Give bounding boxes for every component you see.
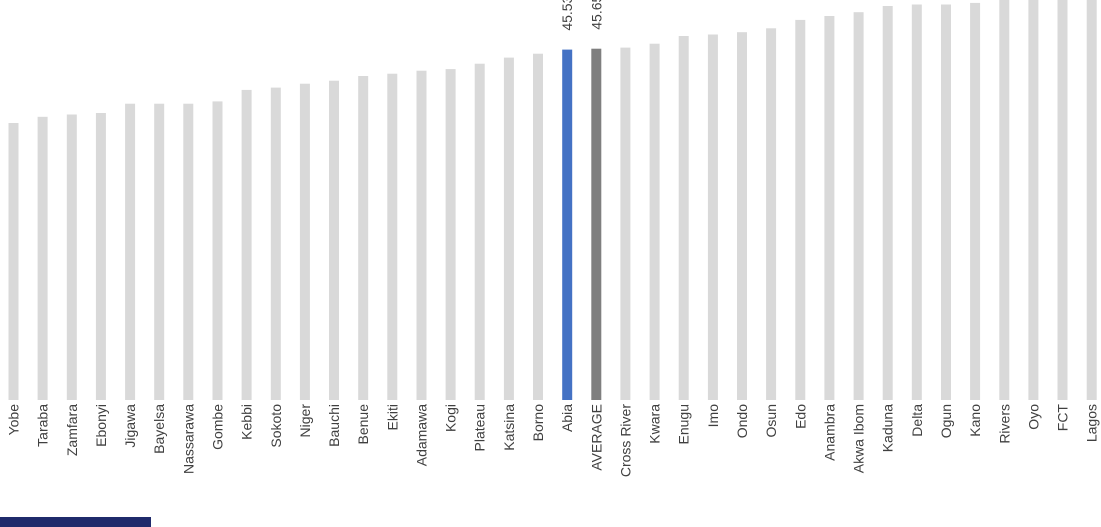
bar-akwa-ibom xyxy=(853,12,864,400)
bar-niger xyxy=(299,83,310,400)
tick-label-gombe: Gombe xyxy=(209,404,225,450)
tick-label-ekiti: Ekiti xyxy=(384,404,400,430)
tick-label-kwara: Kwara xyxy=(647,404,663,444)
bar-gombe xyxy=(212,101,223,401)
bar-katsina xyxy=(503,57,514,400)
tick-label-edo: Edo xyxy=(792,404,808,429)
bar-ebonyi xyxy=(95,113,106,400)
tick-label-taraba: Taraba xyxy=(35,404,51,447)
data-label-average: 45.65 xyxy=(588,0,604,30)
data-label-abia: 45.53 xyxy=(559,0,575,31)
bar-cross-river xyxy=(620,47,631,400)
bar-osun xyxy=(766,28,777,401)
bar-ogun xyxy=(941,4,951,400)
tick-label-kebbi: Kebbi xyxy=(239,404,255,440)
bar-benue xyxy=(358,76,369,400)
bar-enugu xyxy=(678,36,689,400)
bar-edo xyxy=(795,19,806,401)
bar-kogi xyxy=(445,69,456,400)
tick-label-ondo: Ondo xyxy=(734,404,750,438)
bar-rivers xyxy=(999,0,1010,400)
tick-label-bauchi: Bauchi xyxy=(326,404,342,447)
bar-fct xyxy=(1057,0,1068,400)
tick-label-bayelsa: Bayelsa xyxy=(151,404,167,454)
tick-label-zamfara: Zamfara xyxy=(64,404,80,456)
tick-label-niger: Niger xyxy=(297,404,313,438)
tick-label-borno: Borno xyxy=(530,404,546,442)
tick-label-sokoto: Sokoto xyxy=(268,404,284,448)
tick-label-oyo: Oyo xyxy=(1025,404,1041,430)
bar-ekiti xyxy=(387,73,398,400)
bar-sokoto xyxy=(270,87,281,400)
bar-abia xyxy=(562,49,573,400)
tick-label-anambra: Anambra xyxy=(821,404,837,461)
bar-kwara xyxy=(649,43,660,400)
bar-taraba xyxy=(37,116,48,401)
bar-bayelsa xyxy=(154,103,165,400)
bar-yobe xyxy=(8,123,19,400)
bar-anambra xyxy=(824,16,835,400)
bar-average xyxy=(591,48,602,400)
tick-label-rivers: Rivers xyxy=(996,404,1012,444)
bar-adamawa xyxy=(416,70,427,400)
bar-kano xyxy=(970,2,981,401)
tick-label-katsina: Katsina xyxy=(501,404,517,451)
tick-label-enugu: Enugu xyxy=(676,404,692,444)
tick-label-delta: Delta xyxy=(909,404,925,437)
bar-nassarawa xyxy=(183,103,194,400)
tick-label-benue: Benue xyxy=(355,404,371,445)
tick-label-osun: Osun xyxy=(763,404,779,437)
tick-label-average: AVERAGE xyxy=(588,404,604,471)
tick-label-ogun: Ogun xyxy=(938,404,954,438)
footer-strip xyxy=(0,517,151,527)
tick-label-jigawa: Jigawa xyxy=(122,404,138,448)
tick-label-ebonyi: Ebonyi xyxy=(93,404,109,447)
bar-bauchi xyxy=(329,80,339,400)
tick-label-yobe: Yobe xyxy=(6,404,22,436)
bar-lagos xyxy=(1086,0,1097,401)
tick-label-cross-river: Cross River xyxy=(617,404,633,477)
bar-delta xyxy=(911,4,922,400)
tick-label-fct: FCT xyxy=(1055,404,1071,432)
tick-label-plateau: Plateau xyxy=(472,404,488,451)
tick-label-imo: Imo xyxy=(705,404,721,428)
bar-zamfara xyxy=(66,114,77,400)
tick-label-kano: Kano xyxy=(967,404,983,437)
bar-imo xyxy=(707,34,718,400)
tick-label-abia: Abia xyxy=(559,404,575,432)
tick-label-nassarawa: Nassarawa xyxy=(180,404,196,474)
bar-kaduna xyxy=(882,6,893,400)
tick-label-kogi: Kogi xyxy=(443,404,459,432)
bar-jigawa xyxy=(125,103,136,400)
tick-label-akwa-ibom: Akwa Ibom xyxy=(851,404,867,473)
bar-plateau xyxy=(474,63,485,400)
bar-borno xyxy=(533,53,543,400)
bar-kebbi xyxy=(241,89,252,401)
tick-label-lagos: Lagos xyxy=(1084,404,1100,442)
bar-oyo xyxy=(1028,0,1039,401)
tick-label-adamawa: Adamawa xyxy=(413,404,429,466)
bar-ondo xyxy=(737,32,747,400)
tick-label-kaduna: Kaduna xyxy=(880,404,896,452)
